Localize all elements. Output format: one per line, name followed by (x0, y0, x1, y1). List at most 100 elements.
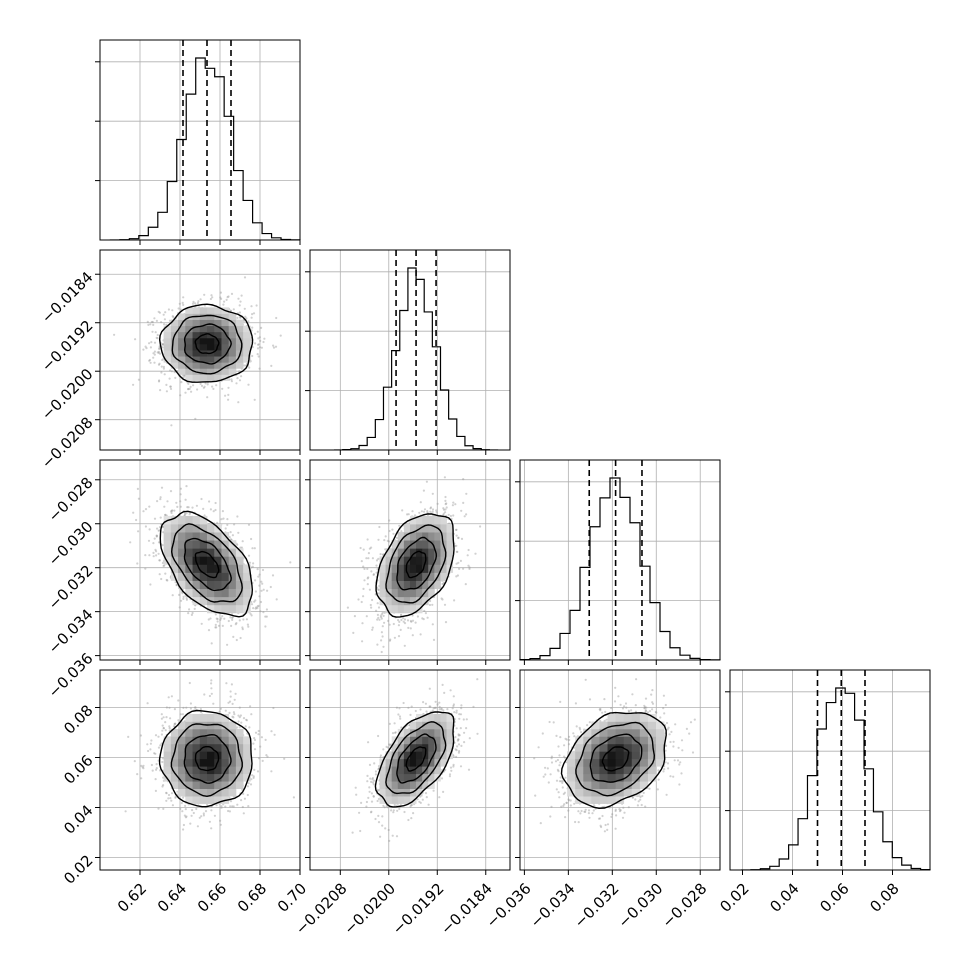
sample-point (370, 546, 373, 549)
density-cell (207, 368, 215, 375)
sample-point (137, 378, 140, 381)
sample-point (179, 500, 182, 503)
sample-point (363, 567, 366, 571)
density-cell (185, 331, 193, 339)
sample-point (191, 506, 194, 509)
sample-point (174, 581, 177, 584)
sample-point (245, 317, 248, 320)
sample-point (428, 603, 432, 607)
sample-point (239, 316, 242, 319)
histogram-bar-outline (740, 687, 931, 871)
sample-point (271, 574, 275, 577)
sample-point (455, 528, 458, 531)
sample-point (155, 535, 158, 538)
sample-point (160, 486, 164, 489)
sample-point (380, 639, 383, 642)
sample-point (226, 296, 229, 299)
sample-point (357, 598, 360, 601)
sample-point (279, 334, 282, 337)
sample-point (148, 505, 151, 508)
sample-point (250, 603, 254, 606)
sample-point (161, 346, 164, 349)
contour-line (183, 323, 232, 365)
sample-point (258, 584, 261, 587)
sample-point (164, 311, 167, 314)
sample-point (253, 600, 256, 603)
sample-point (443, 476, 446, 479)
sample-point (254, 599, 257, 602)
sample-point (465, 492, 468, 495)
sample-point (188, 513, 191, 516)
sample-point (456, 550, 459, 554)
sample-point (449, 514, 452, 518)
sample-point (164, 572, 167, 575)
sample-point (144, 567, 147, 570)
sample-point (424, 612, 427, 615)
sample-point (202, 386, 205, 389)
density-cell (199, 307, 208, 314)
sample-point (150, 341, 153, 344)
density-cell (170, 515, 179, 525)
sample-point (173, 509, 176, 512)
density-cell (170, 319, 179, 327)
sample-point (148, 359, 151, 362)
sample-point (431, 603, 434, 606)
sample-point (170, 370, 173, 373)
density-cell (221, 362, 230, 369)
histogram-bar-outline (109, 57, 301, 241)
sample-point (135, 518, 138, 522)
density-cell (207, 319, 215, 327)
sample-point (261, 582, 264, 585)
sample-point (265, 615, 268, 618)
density-cell (192, 307, 201, 314)
sample-point (221, 624, 224, 628)
density-cell (199, 532, 208, 541)
sample-point (163, 564, 166, 567)
sample-point (246, 623, 249, 626)
sample-point (144, 508, 148, 511)
sample-point (225, 298, 228, 301)
sample-point (197, 300, 200, 303)
sample-point (157, 351, 160, 355)
sample-point (227, 393, 230, 396)
density-cell (207, 564, 215, 573)
sample-point (444, 495, 447, 499)
sample-point (451, 504, 454, 507)
density-cell (185, 350, 193, 357)
sample-point (153, 361, 156, 364)
sample-point (187, 506, 190, 509)
sample-point (149, 346, 152, 349)
sample-point (157, 350, 160, 353)
sample-point (167, 308, 170, 311)
density-cell (192, 374, 201, 381)
sample-point (192, 300, 195, 303)
sample-point (158, 526, 162, 529)
density-cell (170, 350, 179, 357)
sample-point (403, 622, 407, 625)
sample-point (161, 526, 164, 529)
density-cell (243, 356, 251, 363)
sample-point (145, 347, 148, 350)
sample-point (232, 635, 235, 639)
sample-point (252, 562, 255, 565)
density-cell (185, 319, 193, 327)
sample-point (254, 579, 257, 582)
sample-point (206, 383, 209, 386)
sample-point (429, 507, 432, 510)
density-cell (228, 588, 237, 598)
sample-point (156, 500, 159, 503)
sample-point (175, 583, 178, 587)
sample-point (240, 375, 243, 378)
sample-point (247, 554, 251, 557)
density-cell (178, 325, 186, 333)
sample-point (158, 347, 161, 351)
density-cell (243, 588, 251, 598)
sample-point (153, 517, 157, 520)
sample-point (452, 501, 455, 504)
sample-point (259, 610, 262, 613)
density-cell (228, 350, 237, 357)
sample-point (435, 511, 438, 514)
sample-point (262, 611, 265, 614)
density-cell (228, 356, 237, 363)
